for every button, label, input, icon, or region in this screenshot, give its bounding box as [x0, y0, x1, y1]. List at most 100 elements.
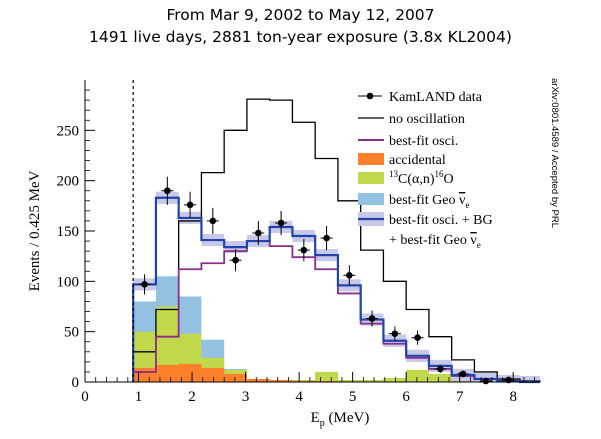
data-point [434, 364, 447, 373]
axes: 0 1 2 3 4 5 6 7 8 0 50 100 150 200 250 Events / 0.425 M… [27, 80, 540, 429]
x-tick-label: 7 [456, 389, 464, 405]
accidental-bar [292, 380, 316, 382]
data-point-marker [209, 217, 217, 225]
legend-entry-data: KamLAND data [389, 90, 483, 105]
data-point-marker [255, 229, 262, 237]
data-points [138, 176, 515, 385]
c13-bar [406, 369, 429, 382]
histogram-lines [132, 80, 541, 384]
y-tick-label: 250 [57, 123, 80, 139]
accidental-bar [224, 373, 247, 382]
data-point-marker [164, 187, 171, 195]
c13-bar [315, 371, 338, 382]
legend-label-accidental: accidental [389, 153, 446, 168]
legend-entry-no-osc: no oscillation [389, 112, 465, 127]
data-point [229, 249, 242, 272]
legend-geo2-sub: e [477, 240, 481, 250]
x-tick-label: 5 [349, 389, 357, 405]
data-point [138, 274, 151, 295]
accidental-bar [178, 363, 202, 382]
total-fit-line [132, 196, 540, 384]
chart-title-line-2: 1491 live days, 2881 ton-year exposure (… [89, 28, 512, 46]
legend-c13-swatch [358, 172, 384, 184]
x-tick-label: 1 [135, 389, 143, 405]
legend-entry-geo: best-fit Geo νe [389, 193, 469, 210]
legend-geo2-nu: ν [470, 233, 476, 248]
legend-label-no-osc: no oscillation [389, 112, 465, 127]
data-point [297, 239, 310, 262]
c13-bar [428, 373, 452, 382]
data-point [411, 330, 424, 345]
data-point [366, 310, 379, 327]
legend-geo2-text: + best-fit Geo [389, 233, 470, 248]
c13-bar [337, 379, 361, 382]
total-band-bin [519, 375, 540, 382]
accidental-bar [155, 364, 179, 382]
legend-geo-sub: e [465, 200, 469, 210]
data-point [457, 370, 470, 378]
y-tick-label: 100 [57, 274, 80, 290]
c13-bar [451, 379, 475, 382]
x-axis-label-sub: p [320, 418, 325, 429]
no-oscillation-line [132, 98, 541, 382]
data-point [252, 220, 265, 246]
data-point-marker [437, 365, 444, 373]
x-axis-label: Ep (MeV) [311, 410, 370, 429]
data-point-marker [186, 201, 194, 209]
data-point-marker [300, 246, 308, 254]
data-point [388, 326, 401, 341]
x-tick-label: 8 [509, 389, 517, 405]
legend-c13-sup1: 13 [389, 169, 399, 179]
legend-entry-bestfit: best-fit osci. [389, 134, 458, 149]
legend-entry-total-cont: + best-fit Geo νe [389, 233, 481, 250]
data-point-marker [482, 377, 490, 385]
data-point [320, 225, 333, 251]
data-point [206, 207, 219, 235]
data-point-marker [323, 234, 330, 242]
legend: KamLAND data no oscillation best-fit osci.… [358, 90, 493, 250]
data-point-marker [277, 219, 285, 227]
accidental-bar [201, 367, 225, 382]
accidental-bar [133, 367, 156, 382]
legend-entry-total: best-fit osci. + BG [389, 213, 493, 228]
legend-label-data: KamLAND data [389, 90, 483, 105]
data-point-marker [346, 271, 353, 279]
x-tick-label: 4 [295, 389, 303, 405]
data-point-marker [368, 315, 376, 322]
y-tick-label: 50 [64, 325, 79, 341]
chart-title-line-1: From Mar 9, 2002 to May 12, 2007 [166, 6, 435, 24]
accidental-bar [315, 380, 338, 382]
y-tick-label: 150 [57, 224, 80, 240]
accidental-bar [269, 379, 293, 382]
legend-geo-nu: ν [459, 193, 465, 208]
c13-bar [360, 379, 384, 382]
legend-entry-c13: 13C(α,n)16O [389, 169, 454, 187]
legend-label-total: best-fit osci. + BG [389, 213, 493, 228]
x-tick-label: 0 [81, 389, 89, 405]
data-point [161, 176, 174, 205]
y-tick-label: 0 [72, 375, 80, 391]
data-point-marker [232, 256, 239, 264]
legend-label-bestfit: best-fit osci. [389, 134, 458, 149]
data-point-marker [414, 334, 421, 342]
legend-data-symbol [366, 92, 374, 100]
y-tick-label: 200 [57, 174, 80, 190]
data-point [479, 377, 492, 385]
c13-bar [155, 306, 179, 382]
c13-bar [383, 377, 407, 382]
legend-c13-sup2: 16 [435, 169, 445, 179]
data-point-marker [141, 281, 148, 288]
x-tick-label: 6 [402, 389, 410, 405]
x-tick-label: 2 [188, 389, 196, 405]
y-axis-label: Events / 0.425 MeV [27, 170, 43, 291]
x-axis-label-unit: (MeV) [325, 410, 370, 426]
legend-c13-main: C(α,n) [398, 172, 435, 187]
x-axis-label-main: E [311, 410, 320, 426]
data-point-marker [391, 330, 399, 337]
data-point [184, 191, 197, 218]
x-tick-label: 3 [242, 389, 250, 405]
data-point [343, 265, 356, 286]
legend-entry-accidental: accidental [389, 153, 446, 168]
total-band-bin [474, 372, 498, 382]
